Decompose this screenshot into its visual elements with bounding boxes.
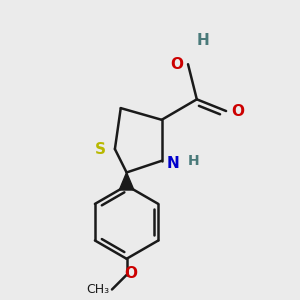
Text: O: O <box>231 103 244 118</box>
Text: S: S <box>95 142 106 157</box>
Text: O: O <box>124 266 137 281</box>
Text: CH₃: CH₃ <box>86 283 109 296</box>
Text: H: H <box>188 154 200 168</box>
Text: H: H <box>196 33 209 48</box>
Text: O: O <box>170 57 183 72</box>
Polygon shape <box>119 172 134 190</box>
Text: N: N <box>167 156 180 171</box>
